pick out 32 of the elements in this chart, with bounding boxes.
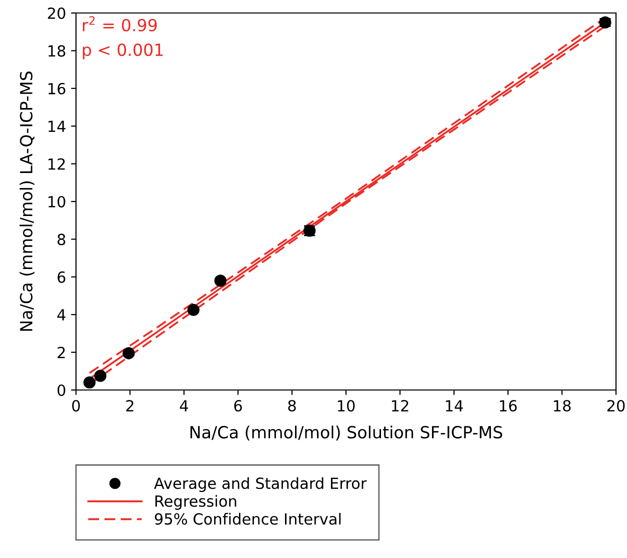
y-tick-label: 12 bbox=[48, 158, 65, 170]
y-tick-label: 6 bbox=[58, 271, 66, 283]
y-tick-label: 16 bbox=[48, 82, 66, 94]
x-tick-label: 16 bbox=[500, 400, 517, 412]
x-tick-label: 20 bbox=[607, 400, 625, 412]
y-tick-label: 10 bbox=[48, 196, 66, 208]
y-tick-label: 4 bbox=[57, 309, 66, 320]
legend-label: Regression bbox=[155, 495, 236, 510]
point bbox=[187, 304, 200, 316]
x-tick-label: 12 bbox=[392, 400, 408, 412]
x-tick-label: 8 bbox=[288, 400, 296, 412]
legend-label: Average and Standard Error bbox=[154, 477, 367, 492]
y-tick-label: 2 bbox=[58, 346, 65, 358]
x-tick-label: 6 bbox=[234, 400, 242, 412]
x-tick-label: 10 bbox=[338, 400, 355, 412]
x-tick-label: 4 bbox=[180, 400, 188, 412]
x-tick-label: 18 bbox=[554, 400, 571, 412]
y-tick-label: 14 bbox=[48, 120, 66, 132]
point bbox=[214, 274, 227, 287]
x-tick-label: 14 bbox=[446, 400, 463, 412]
y-tick-label: 0 bbox=[58, 384, 66, 396]
annotation: r$^{2}$ = 0.99 bbox=[82, 16, 157, 32]
point bbox=[122, 347, 135, 360]
y-tick-label: 8 bbox=[58, 234, 66, 246]
x-axis-title: Na/Ca (mmol/mol) Solution SF-ICP-MS bbox=[190, 426, 502, 440]
y-axis-title: Na/Ca (mmol/mol) LA-Q-ICP-MS bbox=[20, 72, 34, 331]
annotation: p < 0.001 bbox=[82, 43, 163, 60]
y-tick-label: 18 bbox=[48, 45, 66, 57]
y-tick-label: 20 bbox=[48, 7, 66, 20]
x-tick-label: 0 bbox=[72, 400, 80, 412]
legend-label: 95% Confidence Interval bbox=[154, 512, 341, 525]
x-tick-label: 2 bbox=[126, 400, 134, 412]
